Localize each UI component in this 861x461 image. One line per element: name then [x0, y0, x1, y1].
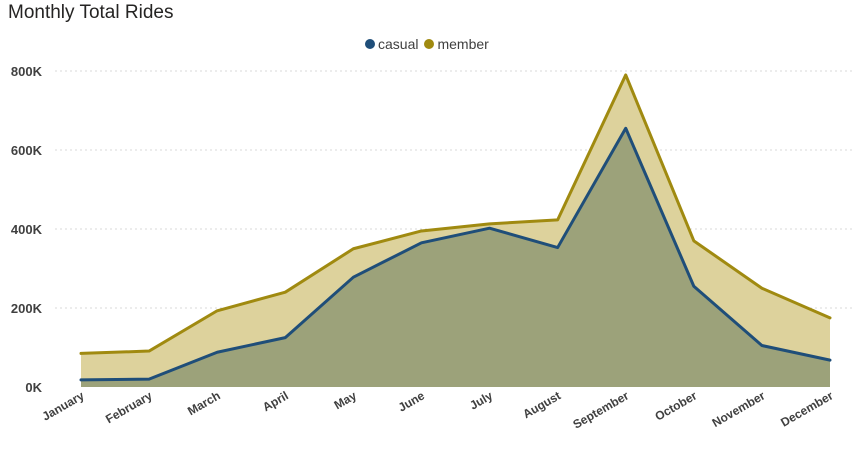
x-tick-label: August [520, 388, 563, 421]
x-tick-label: May [332, 388, 359, 412]
y-tick-label: 0K [25, 380, 42, 395]
y-tick-label: 600K [11, 143, 43, 158]
series-line-casual [79, 126, 832, 382]
legend-item-casual[interactable]: casual [365, 36, 418, 52]
area-casual [81, 128, 830, 387]
x-tick-label: September [571, 388, 632, 431]
legend-label-member: member [437, 36, 489, 52]
x-tick-label: January [40, 388, 87, 423]
y-tick-label: 400K [11, 222, 43, 237]
x-tick-label: March [185, 388, 223, 418]
y-tick-label: 800K [11, 64, 43, 79]
series-line-member [79, 73, 832, 355]
x-tick-label: December [778, 388, 836, 429]
chart-legend: casual member [365, 36, 489, 52]
x-tick-label: February [103, 388, 155, 426]
chart-title: Monthly Total Rides [8, 2, 174, 23]
legend-label-casual: casual [378, 36, 419, 52]
legend-item-member[interactable]: member [424, 36, 489, 52]
x-tick-label: June [396, 388, 428, 414]
legend-marker-member [424, 39, 435, 49]
legend-marker-casual [365, 39, 375, 49]
x-tick-label: April [260, 388, 291, 414]
x-tick-label: October [652, 388, 699, 423]
y-tick-label: 200K [11, 301, 43, 316]
x-tick-label: November [710, 388, 768, 430]
x-tick-label: July [467, 388, 495, 412]
